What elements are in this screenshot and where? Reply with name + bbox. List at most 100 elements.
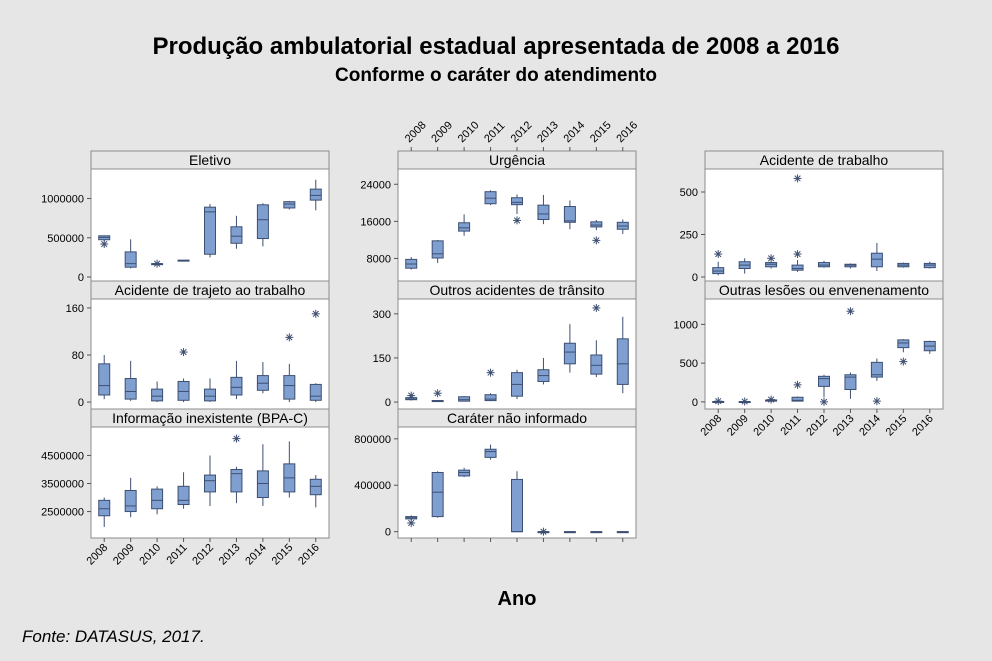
- outlier-marker: [486, 368, 495, 377]
- panel-strip: [90, 408, 330, 428]
- panel-title: Outras lesões ou envenenamento: [719, 282, 929, 298]
- panel-frame: [397, 150, 637, 282]
- box-2014: [256, 203, 269, 247]
- chart-subtitle: Conforme o caráter do atendimento: [335, 65, 657, 86]
- box-2010: [458, 396, 471, 402]
- box-2009: [124, 360, 137, 401]
- panel-strip: [90, 150, 330, 170]
- box-2010: [765, 395, 778, 404]
- box-iqr: [458, 396, 471, 402]
- outlier-marker: [899, 357, 908, 366]
- outlier-marker: [539, 527, 548, 536]
- box-2015: [897, 262, 910, 268]
- box-2015: [283, 441, 296, 498]
- x-tick-label: 2010: [751, 413, 777, 439]
- box-2010: [458, 467, 471, 478]
- box-iqr: [283, 201, 296, 209]
- x-tick-label: 2008: [699, 413, 725, 439]
- box-2013: [230, 434, 243, 504]
- x-tick-label: 2009: [725, 413, 751, 439]
- box-iqr: [124, 251, 137, 268]
- panel-5: Outras lesões ou envenenamento 0 500 1000 20…: [674, 280, 944, 439]
- box-iqr: [563, 206, 576, 223]
- box-2014: [563, 531, 576, 534]
- y-tick-label: 400000: [354, 480, 391, 492]
- outlier-marker: [513, 216, 521, 225]
- y-tick-label: 160: [66, 303, 84, 315]
- x-tick-label: 2016: [296, 542, 322, 568]
- y-tick-label: 0: [692, 397, 698, 409]
- box-iqr: [458, 469, 471, 477]
- box-2008: [712, 250, 725, 276]
- y-tick-label: 24000: [360, 179, 391, 191]
- box-2011: [791, 380, 804, 402]
- box-iqr: [151, 488, 164, 510]
- x-tick-label: 2008: [85, 542, 111, 568]
- x-tick-label: 2010: [456, 119, 482, 145]
- x-tick-label: 2010: [137, 542, 163, 568]
- box-2010: [458, 214, 471, 236]
- x-tick-label: 2014: [562, 119, 588, 145]
- outlier-marker: [592, 236, 601, 245]
- box-2008: [712, 397, 725, 406]
- box-2009: [124, 239, 137, 269]
- box-iqr: [431, 240, 444, 259]
- outlier-marker: [793, 174, 802, 183]
- box-2016: [923, 340, 936, 354]
- panel-3: Acidente de trajeto ao trabalho 0 80 160: [66, 280, 330, 410]
- y-tick-label: 0: [78, 272, 84, 284]
- x-tick-label: 2012: [509, 119, 535, 145]
- y-tick-label: 500000: [47, 233, 84, 245]
- x-tick-label: 2009: [111, 542, 137, 568]
- box-2008: [98, 355, 111, 400]
- box-2012: [204, 204, 216, 258]
- box-2012: [818, 260, 830, 268]
- box-iqr: [283, 375, 296, 400]
- y-tick-label: 80: [72, 350, 84, 362]
- panel-strip: [397, 280, 637, 300]
- box-2015: [283, 333, 296, 403]
- box-iqr: [484, 448, 497, 458]
- panel-title: Outros acidentes de trânsito: [429, 282, 604, 298]
- box-2015: [283, 200, 296, 210]
- y-tick-label: 0: [78, 397, 84, 409]
- box-iqr: [309, 188, 322, 201]
- x-tick-label: 2011: [778, 413, 803, 438]
- box-iqr: [590, 221, 603, 228]
- panel-title: Informação inexistente (BPA-C): [112, 410, 308, 426]
- x-tick-label: 2016: [910, 413, 936, 439]
- box-iqr: [177, 485, 190, 506]
- box-2015: [590, 219, 603, 245]
- box-iqr: [484, 394, 497, 402]
- x-tick-label: 2011: [164, 542, 189, 567]
- box-2012: [511, 471, 523, 533]
- box-2009: [738, 397, 751, 406]
- box-2014: [563, 200, 576, 230]
- box-2016: [616, 316, 629, 394]
- box-2010: [151, 486, 164, 515]
- box-2014: [563, 324, 576, 373]
- box-iqr: [256, 204, 269, 240]
- panel-strip: [704, 150, 944, 170]
- box-2011: [177, 472, 190, 509]
- box-2014: [256, 362, 269, 394]
- box-iqr: [458, 222, 471, 232]
- box-2016: [309, 475, 322, 508]
- x-axis-label: Ano: [498, 588, 537, 610]
- outlier-marker: [793, 250, 802, 259]
- outlier-marker: [846, 307, 855, 316]
- box-iqr: [124, 490, 137, 513]
- panel-4: Outros acidentes de trânsito 0 150 300: [373, 280, 637, 410]
- outlier-marker: [311, 309, 320, 318]
- outlier-marker: [153, 259, 162, 268]
- box-2011: [177, 259, 190, 262]
- box-2013: [537, 357, 550, 385]
- box-2008: [405, 391, 418, 401]
- outlier-marker: [592, 303, 601, 312]
- box-2014: [870, 358, 883, 406]
- y-tick-label: 0: [692, 272, 698, 284]
- box-2011: [484, 368, 497, 402]
- box-iqr: [204, 206, 216, 255]
- box-iqr: [431, 471, 444, 518]
- panel-7: Caráter não informado 0 400000 800000: [354, 408, 637, 542]
